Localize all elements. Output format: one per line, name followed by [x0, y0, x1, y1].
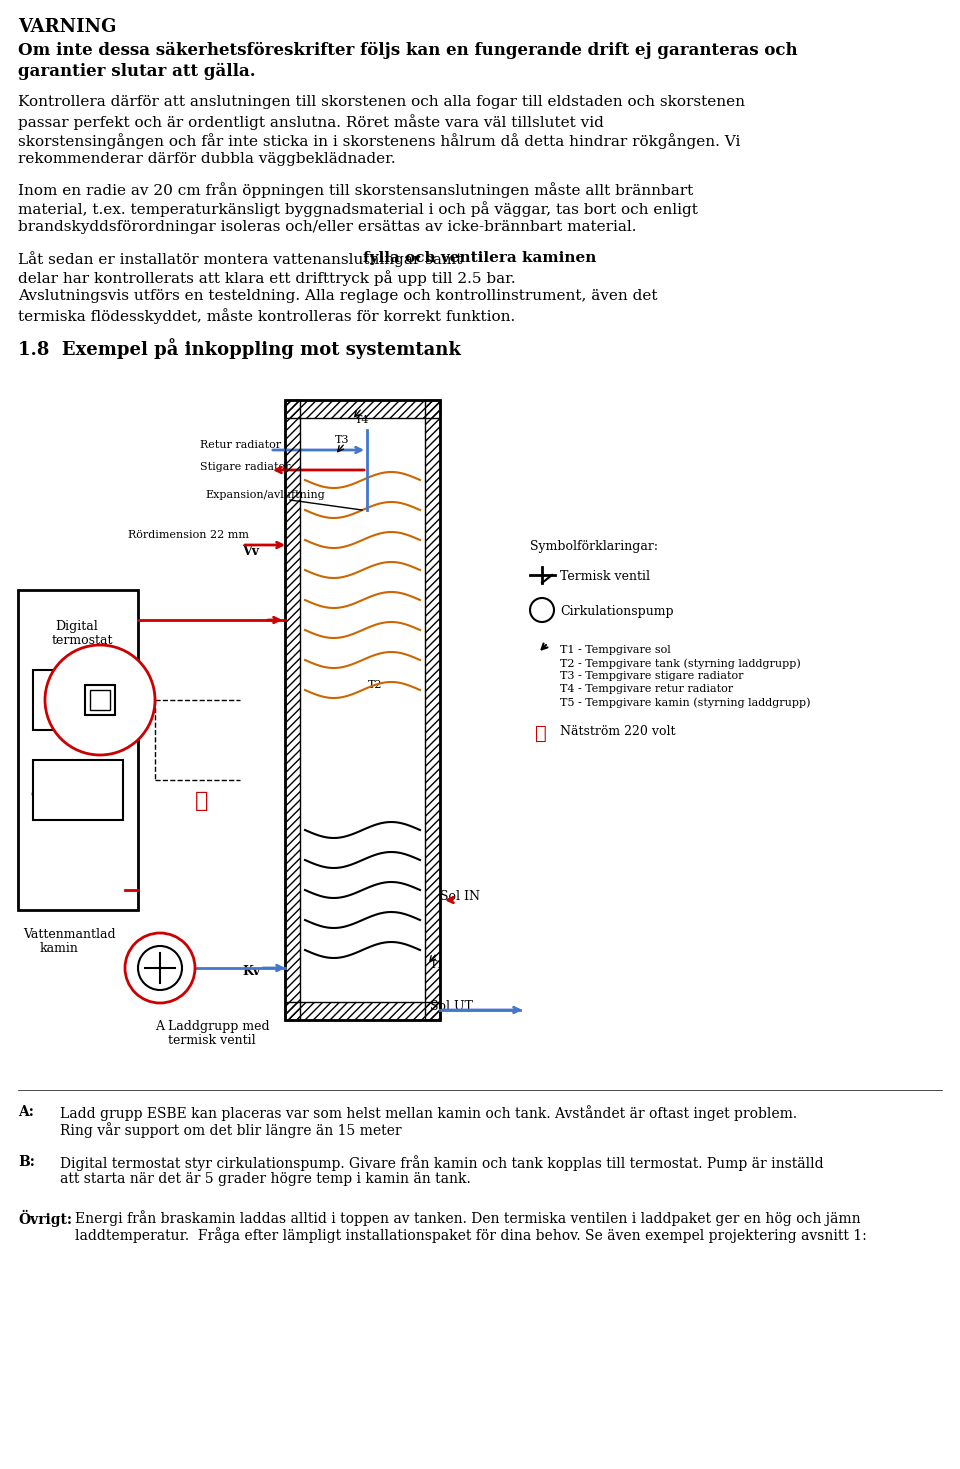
Text: Rördimension 22 mm: Rördimension 22 mm [128, 530, 249, 541]
Text: Cirkulationspump: Cirkulationspump [560, 605, 674, 618]
Text: laddtemperatur.  Fråga efter lämpligt installationspaket för dina behov. Se även: laddtemperatur. Fråga efter lämpligt ins… [75, 1227, 867, 1243]
Text: A Laddgrupp med: A Laddgrupp med [155, 1019, 270, 1033]
Text: rekommenderar därför dubbla väggbeklädnader.: rekommenderar därför dubbla väggbeklädna… [18, 151, 396, 166]
Text: Expansion/avluftning: Expansion/avluftning [205, 491, 324, 499]
Text: garantier slutar att gälla.: garantier slutar att gälla. [18, 63, 255, 81]
Bar [90, 690, 110, 710]
Bar [285, 1002, 440, 1019]
Text: T5 - Tempgivare kamin (styrning laddgrupp): T5 - Tempgivare kamin (styrning laddgrup… [560, 696, 810, 708]
Text: ⚡: ⚡ [195, 790, 208, 812]
Bar [33, 670, 123, 730]
Text: passar perfekt och är ordentligt anslutna. Röret måste vara väl tillslutet vid: passar perfekt och är ordentligt anslutn… [18, 115, 604, 129]
Text: Vv: Vv [242, 545, 259, 558]
Text: Sol IN: Sol IN [440, 890, 480, 903]
Text: T2 - Tempgivare tank (styrning laddgrupp): T2 - Tempgivare tank (styrning laddgrupp… [560, 658, 801, 668]
Text: brandskyddsförordningar isoleras och/eller ersättas av icke-brännbart material.: brandskyddsförordningar isoleras och/ell… [18, 220, 636, 234]
Text: Låt sedan er installatör montera vattenanslutningar samt: Låt sedan er installatör montera vattena… [18, 251, 468, 267]
Text: Symbolförklaringar:: Symbolförklaringar: [530, 541, 658, 552]
Text: Givare: Givare [30, 790, 67, 801]
Text: Digital termostat styr cirkulationspump. Givare från kamin och tank kopplas till: Digital termostat styr cirkulationspump.… [60, 1155, 824, 1171]
Text: Om inte dessa säkerhetsföreskrifter följs kan en fungerande drift ej garanteras : Om inte dessa säkerhetsföreskrifter följ… [18, 43, 798, 59]
Circle shape [125, 933, 195, 1003]
Text: T2: T2 [368, 680, 382, 690]
Text: Övrigt:: Övrigt: [18, 1210, 72, 1227]
Circle shape [530, 598, 554, 621]
Text: Nätström 220 volt: Nätström 220 volt [560, 726, 676, 737]
Circle shape [45, 645, 155, 755]
Bar [33, 759, 123, 820]
Text: Termisk ventil: Termisk ventil [560, 570, 650, 583]
Text: Kv: Kv [242, 965, 260, 978]
Text: Ring vår support om det blir längre än 15 meter: Ring vår support om det blir längre än 1… [60, 1122, 401, 1138]
Text: Inom en radie av 20 cm från öppningen till skorstensanslutningen måste allt brän: Inom en radie av 20 cm från öppningen ti… [18, 182, 693, 198]
Bar [85, 685, 115, 715]
Bar [285, 400, 440, 419]
Text: T1: T1 [430, 961, 444, 970]
Bar [18, 591, 138, 909]
Text: material, t.ex. temperaturkänsligt byggnadsmaterial i och på väggar, tas bort oc: material, t.ex. temperaturkänsligt byggn… [18, 201, 698, 217]
Text: Stigare radiator: Stigare radiator [200, 461, 291, 472]
Text: fylla och ventilera kaminen: fylla och ventilera kaminen [363, 251, 596, 264]
Text: Avslutningsvis utförs en testeldning. Alla reglage och kontrollinstrument, även : Avslutningsvis utförs en testeldning. Al… [18, 289, 658, 303]
Text: skorstensingången och får inte sticka in i skorstenens hålrum då detta hindrar r: skorstensingången och får inte sticka in… [18, 134, 740, 148]
Text: T4 - Tempgivare retur radiator: T4 - Tempgivare retur radiator [560, 685, 733, 693]
Text: 1.8  Exempel på inkoppling mot systemtank: 1.8 Exempel på inkoppling mot systemtank [18, 338, 461, 358]
Text: termisk ventil: termisk ventil [168, 1034, 255, 1047]
Text: Energi från braskamin laddas alltid i toppen av tanken. Den termiska ventilen i : Energi från braskamin laddas alltid i to… [75, 1210, 860, 1225]
Text: T5: T5 [35, 804, 50, 812]
Text: termiska flödesskyddet, måste kontrolleras för korrekt funktion.: termiska flödesskyddet, måste kontroller… [18, 308, 516, 323]
Text: B: B [80, 658, 97, 676]
Text: T3: T3 [335, 435, 349, 445]
Bar [425, 400, 440, 1019]
Text: A:: A: [18, 1105, 34, 1119]
Text: T4: T4 [355, 416, 370, 425]
Circle shape [138, 946, 182, 990]
Text: B:: B: [18, 1155, 35, 1169]
Text: kamin: kamin [40, 942, 79, 955]
Text: Digital: Digital [55, 620, 98, 633]
Text: att starta när det är 5 grader högre temp i kamin än tank.: att starta när det är 5 grader högre tem… [60, 1172, 470, 1185]
Text: Ladd grupp ESBE kan placeras var som helst mellan kamin och tank. Avståndet är o: Ladd grupp ESBE kan placeras var som hel… [60, 1105, 797, 1121]
Text: VARNING: VARNING [18, 18, 116, 37]
Text: Sol UT: Sol UT [430, 1000, 473, 1014]
Text: termostat: termostat [52, 635, 113, 646]
Text: delar har kontrollerats att klara ett drifttryck på upp till 2.5 bar.: delar har kontrollerats att klara ett dr… [18, 270, 516, 286]
Text: T3 - Tempgivare stigare radiator: T3 - Tempgivare stigare radiator [560, 671, 743, 682]
Bar [285, 400, 300, 1019]
Bar [285, 400, 440, 1019]
Text: T1 - Tempgivare sol: T1 - Tempgivare sol [560, 645, 671, 655]
Text: Kontrollera därför att anslutningen till skorstenen och alla fogar till eldstade: Kontrollera därför att anslutningen till… [18, 95, 745, 109]
Text: ⚡: ⚡ [535, 726, 547, 743]
Text: Vattenmantlad: Vattenmantlad [23, 928, 115, 942]
Text: Retur radiator: Retur radiator [200, 441, 281, 450]
